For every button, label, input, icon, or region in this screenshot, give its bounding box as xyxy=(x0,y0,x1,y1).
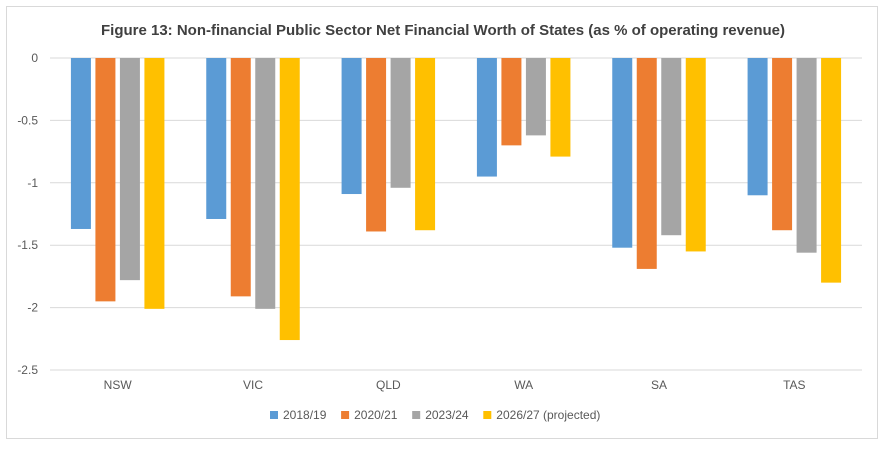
bar-wa-series-2 xyxy=(525,58,546,136)
bars xyxy=(70,58,842,341)
bar-qld-series-3 xyxy=(415,58,436,231)
bar-nsw-series-2 xyxy=(119,58,140,281)
bar-wa-series-3 xyxy=(550,58,571,157)
x-tick-label: SA xyxy=(651,378,667,392)
x-tick-label: NSW xyxy=(104,378,133,392)
x-tick-label: TAS xyxy=(783,378,805,392)
bar-sa-series-3 xyxy=(685,58,706,252)
bar-nsw-series-3 xyxy=(144,58,165,309)
bar-vic-series-2 xyxy=(255,58,276,309)
bar-nsw-series-1 xyxy=(95,58,116,302)
bar-vic-series-3 xyxy=(279,58,300,341)
y-tick-label: 0 xyxy=(31,51,38,65)
x-axis-ticks: NSW VIC QLD WA SA TAS xyxy=(104,378,806,392)
bar-sa-series-1 xyxy=(636,58,657,269)
y-tick-label: -2 xyxy=(27,301,38,315)
legend-label: 2020/21 xyxy=(354,408,398,422)
bar-sa-series-2 xyxy=(661,58,682,236)
y-tick-label: -2.5 xyxy=(17,363,38,377)
bar-qld-series-1 xyxy=(366,58,387,232)
y-tick-label: -1 xyxy=(27,176,38,190)
legend-swatch xyxy=(412,411,421,419)
legend-label: 2023/24 xyxy=(425,408,469,422)
bar-wa-series-0 xyxy=(476,58,497,177)
y-tick-label: -1.5 xyxy=(17,238,38,252)
bar-vic-series-0 xyxy=(206,58,227,219)
bar-nsw-series-0 xyxy=(70,58,91,229)
legend-swatch xyxy=(270,411,278,419)
y-tick-label: -0.5 xyxy=(17,113,38,127)
x-tick-label: VIC xyxy=(243,378,263,392)
gridlines xyxy=(50,57,862,371)
legend: 2018/19 2020/21 2023/24 2026/27 (projected) xyxy=(270,408,600,422)
bar-tas-series-2 xyxy=(796,58,817,253)
bar-tas-series-3 xyxy=(821,58,842,283)
bar-vic-series-1 xyxy=(230,58,251,297)
x-tick-label: QLD xyxy=(376,378,401,392)
y-axis-ticks: 0 -0.5 -1 -1.5 -2 -2.5 xyxy=(17,51,38,377)
chart-title: Figure 13: Non-financial Public Sector N… xyxy=(101,22,785,39)
legend-label: 2026/27 (projected) xyxy=(496,408,600,422)
bar-tas-series-1 xyxy=(772,58,793,231)
bar-qld-series-2 xyxy=(390,58,411,188)
legend-swatch xyxy=(341,411,350,419)
bar-sa-series-0 xyxy=(612,58,633,248)
x-tick-label: WA xyxy=(514,378,533,392)
legend-swatch xyxy=(483,411,492,419)
bar-qld-series-0 xyxy=(341,58,362,195)
bar-wa-series-1 xyxy=(501,58,522,146)
legend-label: 2018/19 xyxy=(283,408,327,422)
bar-tas-series-0 xyxy=(747,58,768,196)
